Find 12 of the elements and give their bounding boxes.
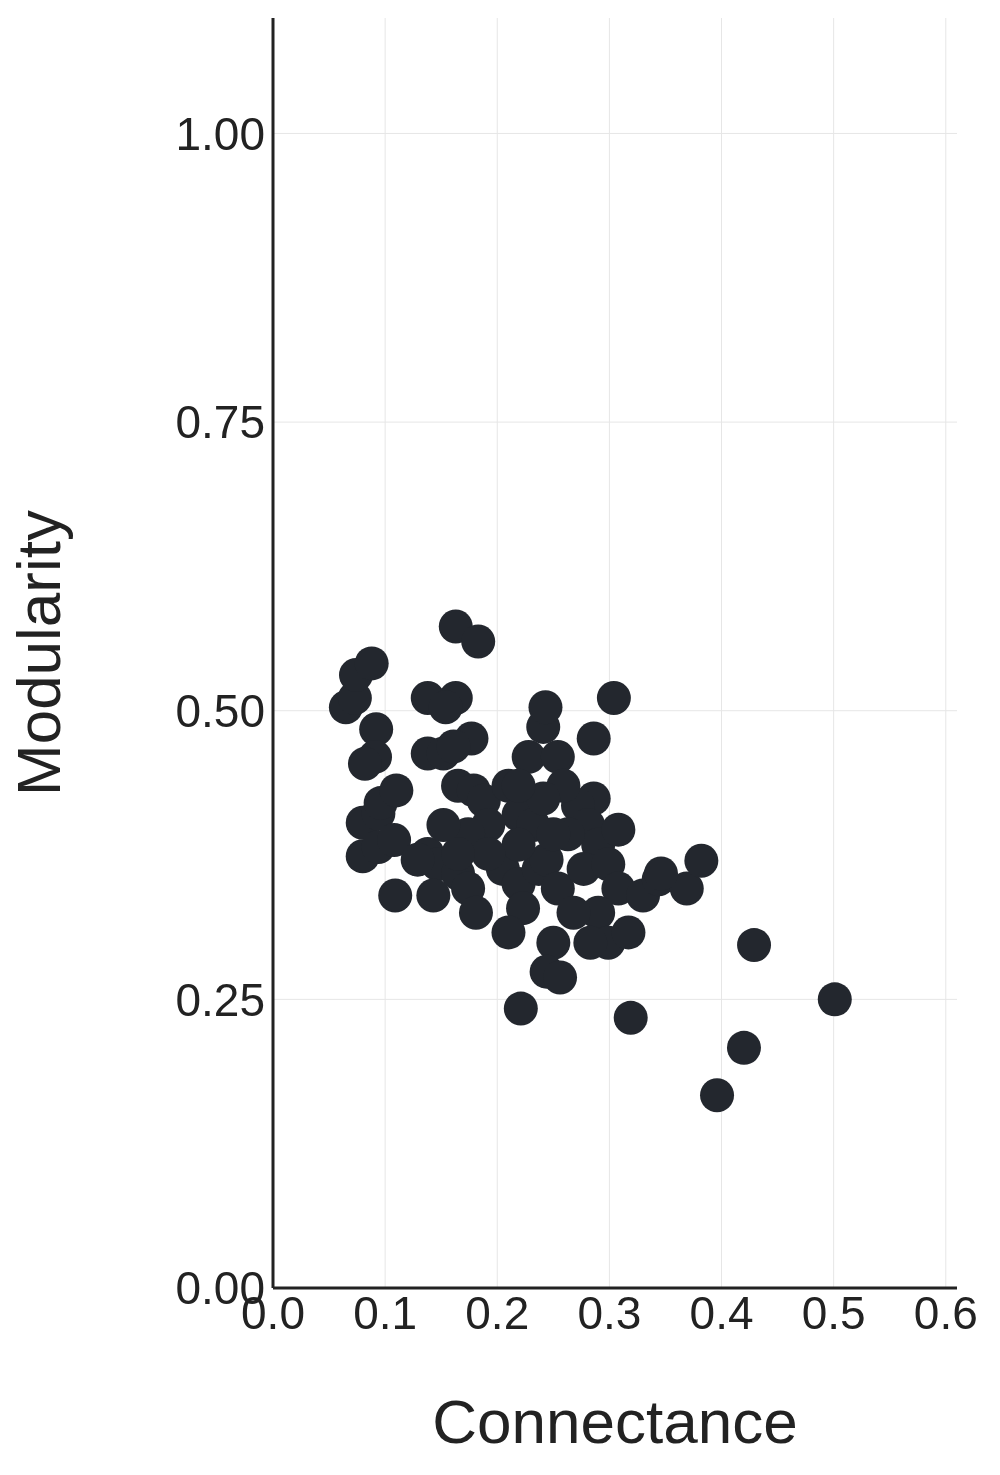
y-tick-label: 0.75 — [175, 396, 265, 449]
y-axis-title: Modularity — [4, 510, 74, 796]
x-tick-label: 0.6 — [913, 1286, 978, 1339]
x-tick-label: 0.1 — [353, 1286, 418, 1339]
x-tick-label: 0.3 — [577, 1286, 642, 1339]
x-tick-label: 0.4 — [689, 1286, 754, 1339]
y-tick-label: 0.25 — [175, 973, 265, 1026]
y-tick-label: 1.00 — [175, 107, 265, 160]
y-tick-label: 0.50 — [175, 685, 265, 738]
x-axis-title: Connectance — [432, 1387, 798, 1456]
x-tick-label: 0.5 — [801, 1286, 866, 1339]
x-tick-label: 0.2 — [465, 1286, 530, 1339]
